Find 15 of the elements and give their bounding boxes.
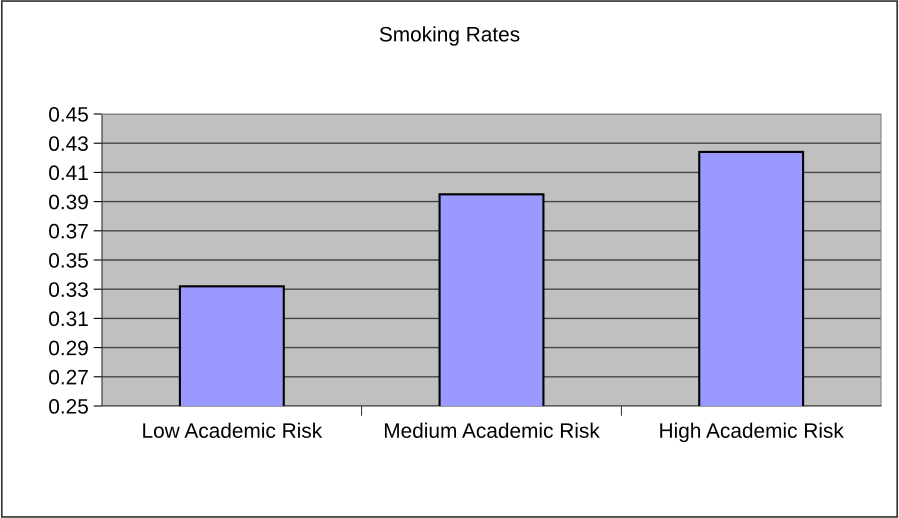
y-tick-label: 0.33 [49, 282, 88, 297]
y-tick-label: 0.29 [49, 340, 88, 356]
y-tick-label: 0.43 [49, 136, 88, 151]
y-tick-label: 0.27 [49, 370, 88, 385]
x-tick-label: High Academic Risk [660, 422, 844, 442]
y-tick-label: 0.39 [49, 194, 88, 210]
y-tick-label: 0.31 [49, 311, 88, 326]
chart-title: Smoking Rates [380, 26, 520, 46]
y-tick-label: 0.35 [49, 253, 88, 268]
x-tick-label: Medium Academic Risk [384, 422, 600, 438]
x-tick-label: Low Academic Risk [143, 422, 322, 438]
y-tick-label: 0.25 [49, 399, 88, 414]
y-tick-label: 0.45 [49, 107, 88, 122]
y-tick-label: 0.37 [49, 224, 88, 239]
y-tick-label: 0.41 [49, 165, 88, 180]
